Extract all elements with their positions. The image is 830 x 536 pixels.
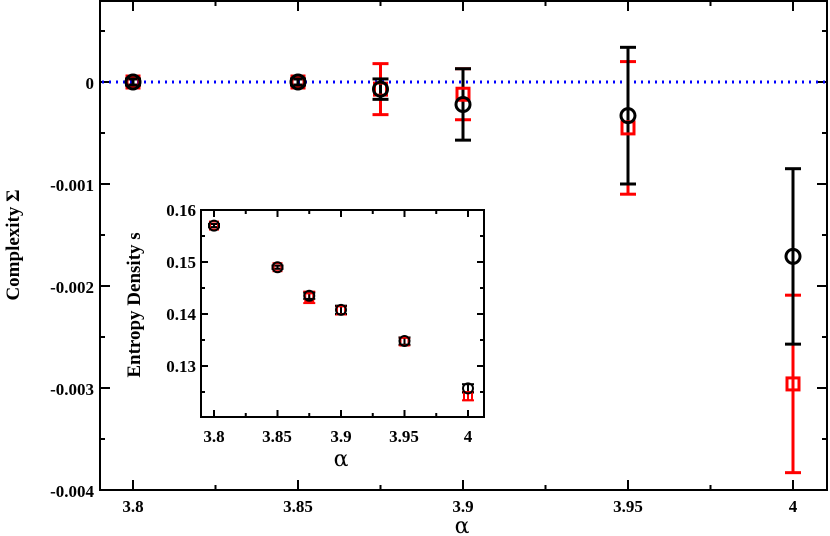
main-x-axis-label: α (455, 514, 470, 536)
main-circle-point (289, 73, 307, 91)
main-x-tick-label: 3.95 (613, 497, 643, 516)
main-error-bar (785, 167, 801, 346)
inset-y-tick-label: 0.16 (166, 201, 196, 220)
main-square-point (455, 86, 471, 102)
main-y-tick-label: -0.003 (50, 380, 94, 399)
main-x-tick-label: 3.8 (122, 497, 143, 516)
main-x-tick-label: 4 (789, 497, 798, 516)
inset-x-tick-label: 4 (464, 427, 473, 446)
main-axis-ticks (100, 1, 827, 491)
inset-axis-ticks (201, 209, 484, 417)
inset-y-axis-label: Entropy Density s (124, 232, 145, 377)
inset-circle-point (303, 289, 316, 302)
inset-x-tick-label: 3.9 (330, 427, 351, 446)
main-circle-point (454, 95, 472, 113)
main-circle-point (619, 107, 637, 125)
main-circle-point (784, 247, 802, 265)
inset-x-tick-label: 3.85 (262, 427, 292, 446)
inset-y-tick-label: 0.13 (166, 357, 196, 376)
inset-x-tick-label: 3.8 (203, 427, 224, 446)
main-y-tick-label: -0.001 (50, 176, 94, 195)
main-x-tick-label: 3.85 (283, 497, 313, 516)
inset-data-marks (208, 219, 474, 402)
main-circle-point (372, 80, 389, 98)
main-data-marks (124, 45, 802, 475)
inset-x-tick-label: 3.95 (389, 427, 419, 446)
inset-x-axis-label: α (334, 447, 349, 472)
inset-circle-point (271, 261, 284, 274)
inset-square-point (463, 391, 473, 402)
inset-y-tick-label: 0.15 (166, 253, 196, 272)
inset-y-tick-label: 0.14 (166, 305, 196, 324)
main-square-point (785, 376, 801, 392)
inset-circle-point (398, 335, 411, 348)
main-y-axis-label: Complexity Σ (3, 189, 24, 300)
inset-circle-point (462, 382, 474, 395)
inset-circle-point (208, 219, 220, 232)
main-y-tick-label: 0 (86, 74, 95, 93)
main-x-tick-label: 3.9 (452, 497, 473, 516)
main-circle-point (124, 73, 142, 91)
main-error-bar (455, 67, 471, 142)
main-y-tick-label: -0.002 (50, 278, 94, 297)
main-y-tick-label: -0.004 (50, 482, 94, 501)
inset-circle-point (335, 303, 347, 316)
main-error-bar (620, 45, 636, 186)
